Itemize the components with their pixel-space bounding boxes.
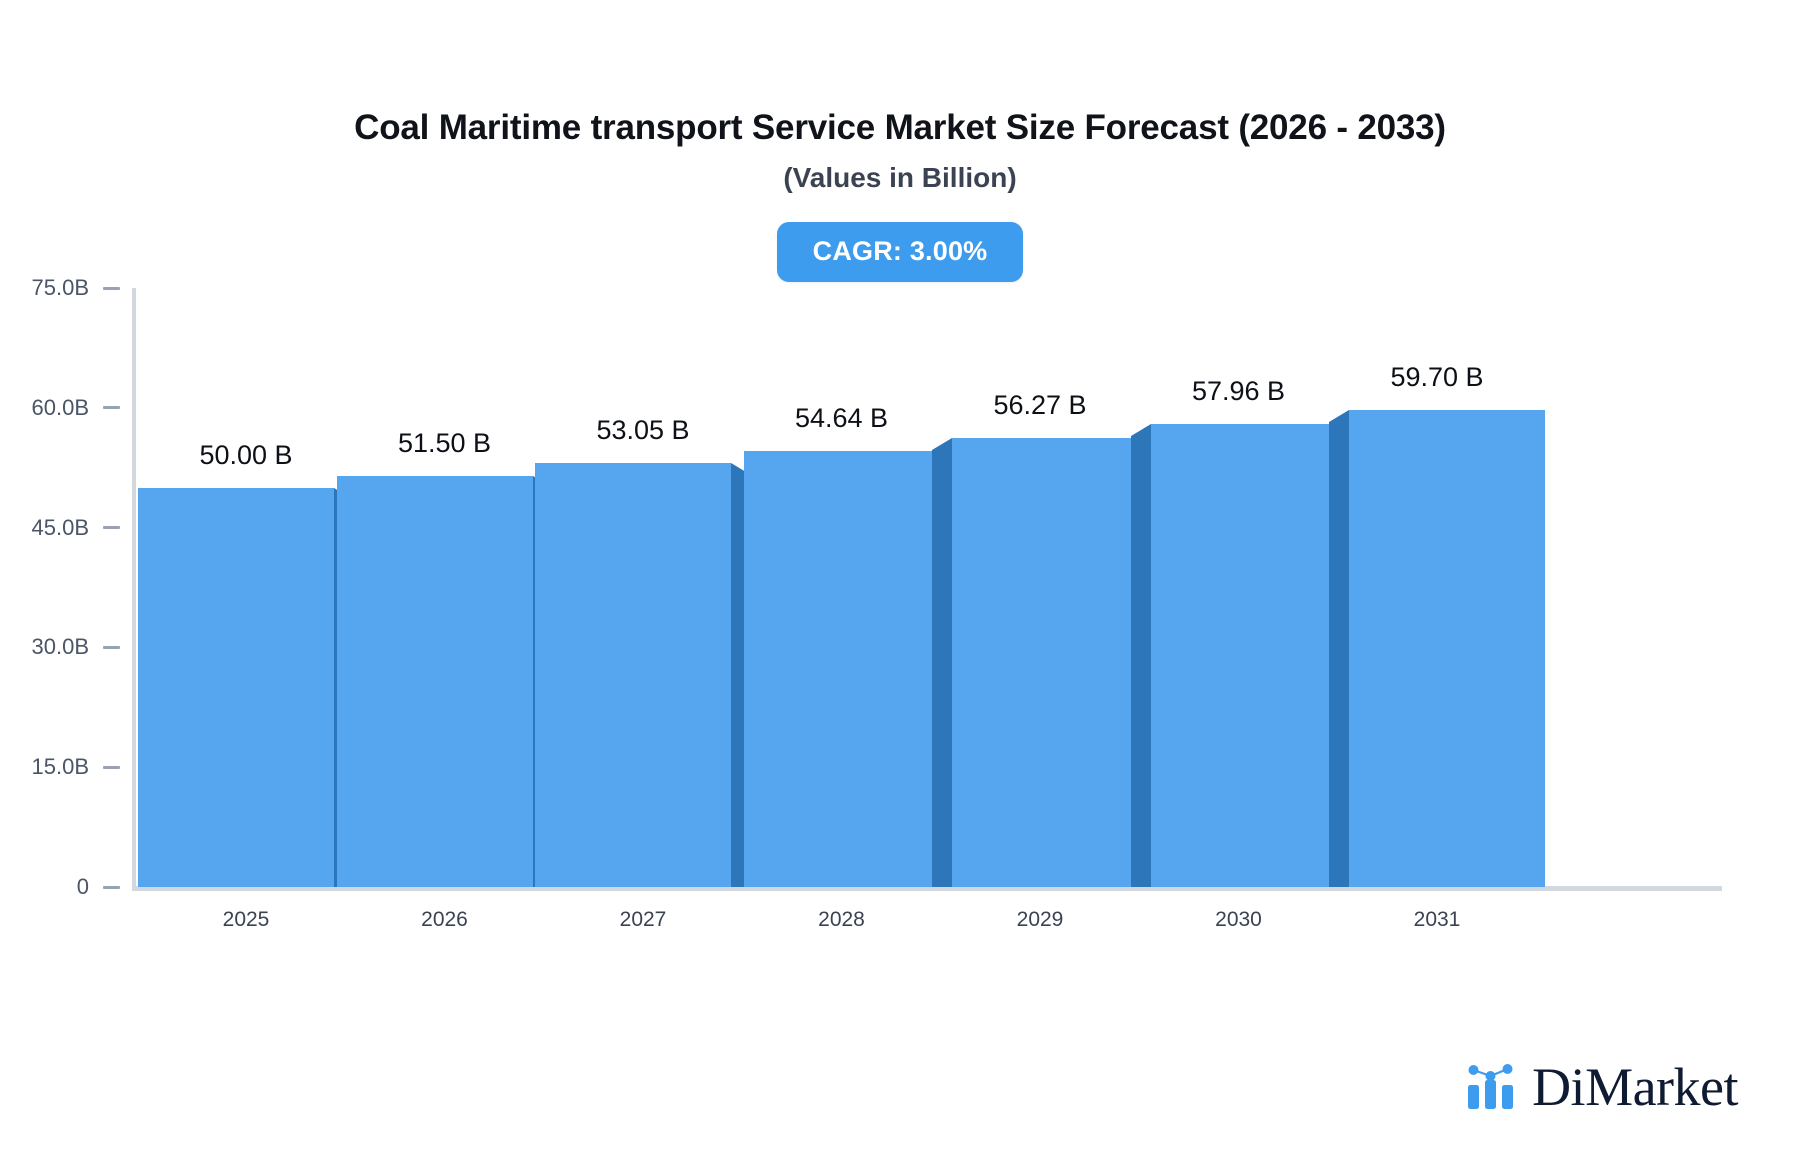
bar-2025[interactable]: [138, 487, 354, 887]
bar-top-bevel: [1329, 410, 1349, 423]
brand-logo: DiMarket: [1466, 1060, 1738, 1114]
y-axis-tick-label: 60.0B: [31, 394, 90, 420]
y-axis-tick-label: 75.0B: [31, 275, 90, 300]
y-axis-tick: 75.0B: [31, 275, 120, 300]
bar-value-label: 54.64 B: [794, 402, 889, 433]
x-axis-label-2031: 2031: [1413, 908, 1461, 931]
bar-chart-trend-icon: [1466, 1063, 1518, 1111]
bar-value-label: 51.50 B: [397, 427, 492, 458]
x-axis-label-2027: 2027: [619, 908, 667, 931]
x-axis-label-2025: 2025: [222, 908, 270, 931]
bar-2028[interactable]: [734, 450, 950, 887]
y-axis-tick-mark: [103, 406, 120, 410]
y-axis: 0 15.0B 30.0B 45.0B 60.0B 75.0B: [0, 0, 120, 1156]
bar-2030[interactable]: [1130, 424, 1347, 887]
y-axis-tick: 30.0B: [31, 634, 120, 660]
bar-top-bevel: [1130, 424, 1151, 437]
bar-face: [535, 463, 731, 887]
y-axis-tick-mark: [103, 645, 120, 649]
y-axis-tick-label: 30.0B: [31, 634, 90, 660]
y-axis-tick: 60.0B: [31, 394, 120, 420]
bar-value-label: 59.70 B: [1390, 362, 1484, 393]
x-axis-label-2030: 2030: [1215, 908, 1262, 931]
bar-2027[interactable]: [535, 463, 751, 887]
y-axis-tick-label: 15.0B: [31, 754, 90, 780]
y-axis-tick: 45.0B: [31, 514, 120, 540]
y-axis-tick-mark: [103, 286, 120, 290]
bar-face: [1150, 424, 1347, 887]
y-axis-line: [132, 288, 136, 888]
y-axis-tick-mark: [103, 765, 120, 769]
y-axis-tick: 15.0B: [31, 754, 120, 780]
bar-side-panel: [1329, 422, 1349, 887]
chart-header: Coal Maritime transport Service Market S…: [0, 0, 1800, 283]
y-axis-tick: 0: [76, 874, 120, 899]
bar-side-panel: [1130, 436, 1151, 887]
bar-face: [743, 450, 940, 887]
y-axis-tick-mark: [103, 885, 120, 889]
bar-value-label: 56.27 B: [993, 389, 1087, 420]
bar-face: [138, 487, 334, 887]
bar-value-label: 57.96 B: [1191, 376, 1286, 407]
bar-2029[interactable]: [932, 437, 1148, 887]
chart-subtitle: (Values in Billion): [783, 162, 1017, 194]
page-title: Coal Maritime transport Service Market S…: [354, 108, 1446, 147]
x-axis-line: [132, 886, 1722, 891]
x-axis-label-2026: 2026: [421, 908, 468, 931]
y-axis-tick-mark: [103, 526, 120, 530]
bar-2031[interactable]: [1329, 410, 1545, 887]
cagr-badge: CAGR: 3.00%: [776, 222, 1024, 283]
bar-top-bevel: [932, 437, 952, 450]
x-axis-label-2029: 2029: [1016, 908, 1064, 931]
bar-value-label: 53.05 B: [596, 415, 690, 446]
bar-side-panel: [932, 449, 952, 887]
bar-face: [336, 475, 533, 887]
bar-2026[interactable]: [336, 475, 553, 887]
bar-face: [1349, 410, 1545, 887]
bar-value-label: 50.00 B: [199, 439, 293, 470]
y-axis-tick-label: 0: [76, 874, 89, 899]
y-axis-tick-label: 45.0B: [31, 514, 90, 540]
x-axis-label-2028: 2028: [818, 908, 865, 931]
brand-name: DiMarket: [1532, 1057, 1738, 1117]
bar-face: [952, 437, 1148, 887]
